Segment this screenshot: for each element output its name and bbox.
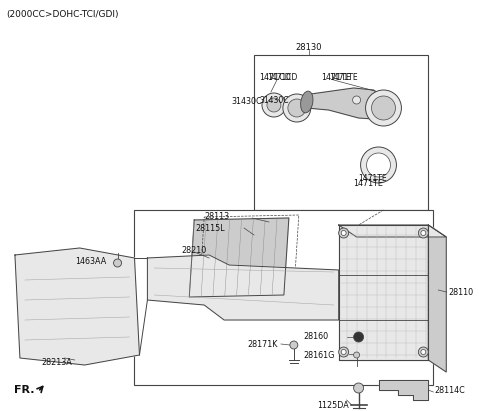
Circle shape — [353, 96, 360, 104]
Text: 28114C: 28114C — [434, 386, 465, 395]
Polygon shape — [379, 380, 428, 400]
Polygon shape — [339, 225, 446, 237]
Circle shape — [354, 332, 363, 342]
Circle shape — [288, 99, 306, 117]
Bar — [254, 55, 428, 210]
Circle shape — [354, 383, 363, 393]
Circle shape — [419, 347, 428, 357]
Circle shape — [341, 231, 346, 236]
Text: 1463AA: 1463AA — [75, 256, 106, 266]
Circle shape — [360, 147, 396, 183]
Text: 28110: 28110 — [448, 288, 473, 296]
Text: 1125DA: 1125DA — [317, 400, 348, 409]
Circle shape — [341, 349, 346, 355]
Polygon shape — [15, 248, 140, 365]
Circle shape — [367, 153, 390, 177]
Circle shape — [419, 228, 428, 238]
Text: 31430C: 31430C — [259, 95, 288, 104]
Circle shape — [267, 98, 281, 112]
Text: FR.: FR. — [14, 385, 35, 395]
Text: 28171K: 28171K — [247, 339, 277, 349]
Text: 1471TE: 1471TE — [359, 173, 387, 182]
Text: 1471TE: 1471TE — [354, 178, 384, 187]
Text: 28210: 28210 — [181, 245, 206, 254]
Polygon shape — [428, 225, 446, 372]
Text: 28161G: 28161G — [304, 351, 335, 360]
Text: 1471TE: 1471TE — [329, 74, 357, 83]
Circle shape — [339, 228, 348, 238]
Text: 28130: 28130 — [296, 44, 322, 53]
Text: (2000CC>DOHC-TCI/GDI): (2000CC>DOHC-TCI/GDI) — [6, 9, 119, 18]
Text: 28113: 28113 — [204, 212, 229, 220]
Polygon shape — [147, 255, 339, 320]
Circle shape — [354, 352, 360, 358]
Polygon shape — [304, 88, 394, 120]
Circle shape — [290, 341, 298, 349]
Circle shape — [366, 90, 401, 126]
Text: 28160: 28160 — [304, 332, 329, 340]
Circle shape — [283, 94, 311, 122]
Text: 28213A: 28213A — [42, 358, 72, 367]
Text: 31430C: 31430C — [231, 97, 262, 106]
Text: 1471CD: 1471CD — [267, 74, 297, 83]
Text: 1471CD: 1471CD — [259, 74, 291, 83]
Text: 1471TE: 1471TE — [321, 74, 350, 83]
Text: 28115L: 28115L — [195, 224, 225, 233]
Ellipse shape — [300, 91, 313, 113]
Circle shape — [421, 349, 426, 355]
Circle shape — [262, 93, 286, 117]
Bar — [134, 210, 433, 385]
Circle shape — [339, 347, 348, 357]
Polygon shape — [339, 225, 428, 360]
Polygon shape — [189, 218, 289, 297]
Circle shape — [372, 96, 396, 120]
Circle shape — [421, 231, 426, 236]
Circle shape — [114, 259, 121, 267]
